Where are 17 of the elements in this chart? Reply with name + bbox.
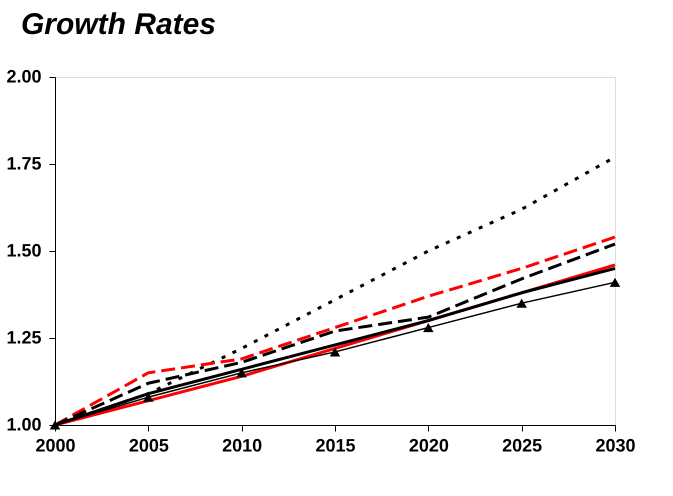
point [516,298,527,308]
x-tick-label: 2025 [502,436,542,456]
x-tick-label: 2015 [315,436,356,456]
x-tick-label: 2030 [595,436,636,456]
point [330,347,340,356]
point [423,323,434,332]
point [610,278,620,287]
y-tick-label: 1.50 [6,240,42,260]
x-tick-label: 2010 [222,436,262,456]
x-tick-label: 2000 [35,436,76,456]
y-tick-label: 2.00 [6,66,42,86]
chart-title: Growth Rates [20,8,216,41]
x-tick-label: 2005 [128,436,169,456]
x-tick-label: 2020 [408,436,449,456]
y-tick-label: 1.00 [6,414,42,434]
y-tick-label: 1.75 [6,154,42,174]
y-tick-label: 1.25 [6,328,42,348]
